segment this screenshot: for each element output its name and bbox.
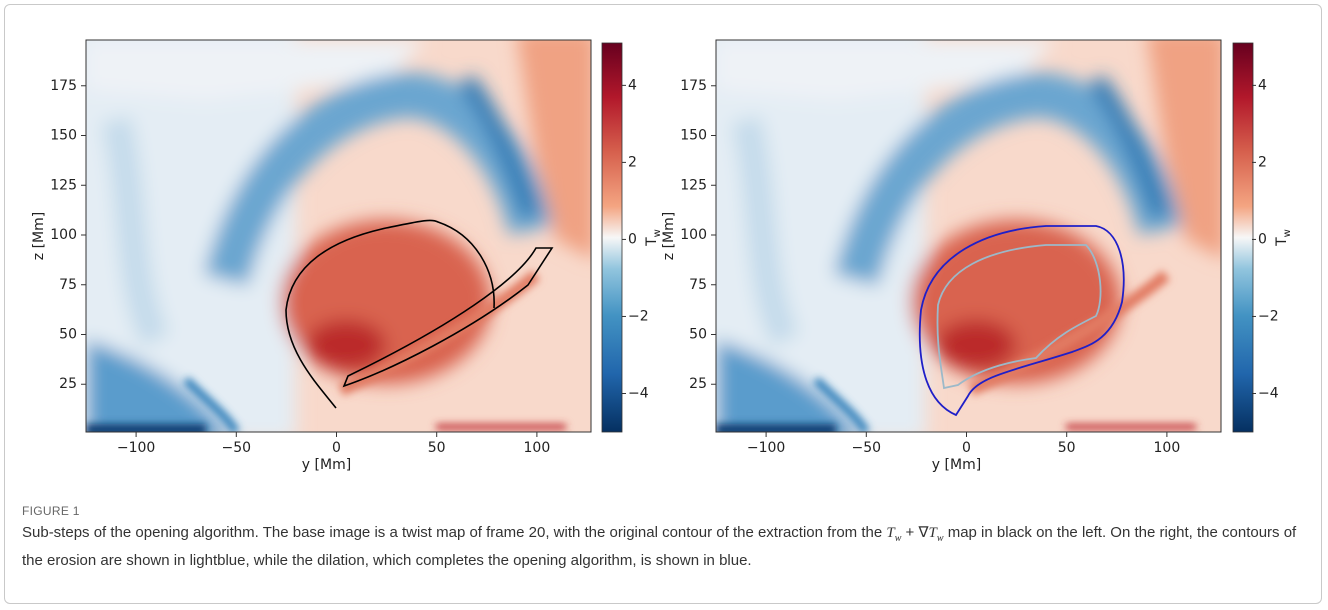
- caption-text: Sub-steps of the opening algorithm. The …: [22, 522, 1312, 572]
- x-tick-label: −50: [222, 440, 252, 456]
- x-tick-label: −100: [747, 440, 785, 456]
- contour-black: [285, 219, 554, 409]
- y-tick-label: 50: [689, 326, 707, 342]
- colorbar-tick-label: 0: [628, 231, 637, 247]
- colorbar-label: Tw: [1274, 229, 1293, 247]
- y-tick-label: 150: [680, 128, 707, 144]
- colorbar-label: Tw: [644, 229, 663, 247]
- figure-label: FIGURE 1: [22, 504, 80, 518]
- colorbar-tick-label: −4: [628, 385, 649, 401]
- colorbar-label-main: T: [1274, 237, 1290, 247]
- x-tick-label: −100: [117, 440, 155, 456]
- colorbar-tick-label: 2: [1258, 154, 1267, 170]
- y-tick-label: 75: [59, 277, 77, 293]
- x-axis-label: y [Mm]: [302, 457, 351, 473]
- caption: FIGURE 1 Sub-steps of the opening algori…: [22, 500, 1312, 572]
- colorbar-label-sub: w: [1282, 229, 1293, 237]
- math-sub: w: [894, 533, 902, 544]
- colorbar-label-sub: w: [652, 229, 663, 237]
- colorbar-label-main: T: [644, 237, 660, 247]
- x-tick-label: 0: [962, 440, 971, 456]
- math: T: [928, 525, 937, 541]
- heatmap-right: [696, 20, 1226, 440]
- x-tick-label: −50: [852, 440, 882, 456]
- y-tick-label: 175: [680, 78, 707, 94]
- colorbar-tick-label: 4: [628, 77, 637, 93]
- contour-blue: [918, 225, 1125, 417]
- y-axis-label: z [Mm]: [661, 212, 677, 260]
- colorbar: [1232, 42, 1254, 433]
- colorbar-tick-label: 4: [1258, 77, 1267, 93]
- x-tick-label: 100: [1154, 440, 1181, 456]
- heatmap-left: [66, 20, 596, 440]
- y-tick-label: 150: [50, 128, 77, 144]
- x-tick-label: 50: [1058, 440, 1076, 456]
- colorbar-tick-label: 2: [628, 154, 637, 170]
- colorbar: [601, 42, 623, 433]
- y-tick-label: 50: [59, 326, 77, 342]
- math-sub: w: [936, 533, 944, 544]
- y-tick-label: 25: [59, 376, 77, 392]
- y-axis-label: z [Mm]: [31, 212, 47, 260]
- math: T: [886, 525, 895, 541]
- math: + ∇: [901, 524, 929, 541]
- x-tick-label: 100: [524, 440, 551, 456]
- y-tick-label: 75: [689, 277, 707, 293]
- y-tick-label: 175: [50, 78, 77, 94]
- y-tick-label: 125: [50, 177, 77, 193]
- caption-part: Sub-steps of the opening algorithm. The …: [22, 524, 887, 541]
- colorbar-tick-label: −4: [1258, 385, 1279, 401]
- contour-lightblue: [936, 244, 1102, 390]
- colorbar-tick-label: −2: [1258, 308, 1279, 324]
- colorbar-tick-label: −2: [628, 308, 649, 324]
- x-axis-label: y [Mm]: [932, 457, 981, 473]
- figure: −100 −50 0 50 100 25 50 75 100 125 150 175 y [Mm] z […: [31, 0, 1293, 473]
- caption-part: map in black on the left. On the right, …: [22, 524, 1297, 569]
- y-tick-label: 25: [689, 376, 707, 392]
- y-tick-label: 100: [50, 227, 77, 243]
- y-tick-label: 100: [680, 227, 707, 243]
- x-tick-label: 50: [428, 440, 446, 456]
- figure-frame: [4, 4, 1322, 604]
- y-tick-label: 125: [680, 177, 707, 193]
- x-tick-label: 0: [332, 440, 341, 456]
- colorbar-tick-label: 0: [1258, 231, 1267, 247]
